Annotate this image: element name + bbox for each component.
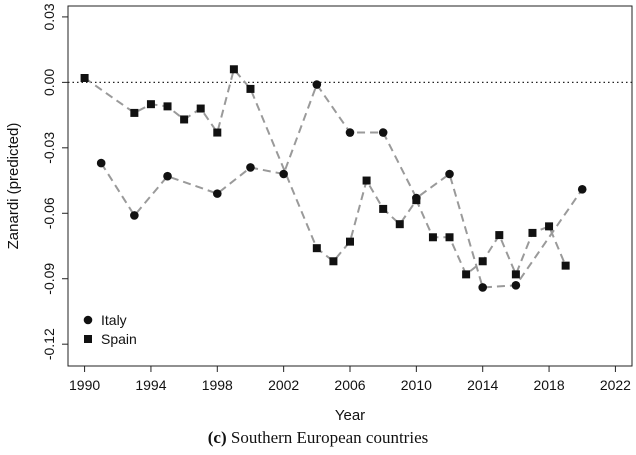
spain-point [180, 115, 189, 124]
spain-point [80, 74, 89, 82]
spain-point [246, 84, 255, 93]
italy-point [445, 169, 454, 179]
x-tick-label: 1998 [202, 377, 233, 393]
spain-series-line [84, 67, 567, 278]
legend: Italy Spain [83, 312, 137, 347]
spain-point [528, 228, 537, 237]
y-tick-label: 0.03 [41, 3, 57, 30]
spain-point [545, 222, 554, 231]
y-tick-label: -0.12 [41, 328, 57, 360]
spain-point [495, 231, 504, 240]
italy-point [212, 189, 222, 198]
x-tick-label: 1994 [135, 377, 166, 393]
spain-point [329, 257, 338, 266]
spain-point [412, 196, 421, 205]
italy-series-line [100, 82, 584, 289]
spain-point [395, 220, 404, 229]
spain-point [561, 261, 570, 270]
x-tick-label: 2022 [600, 377, 631, 393]
y-tick-label: -0.03 [41, 132, 57, 164]
x-tick-label: 2006 [334, 377, 365, 393]
italy-point [577, 184, 587, 194]
y-tick-label: -0.09 [41, 263, 57, 295]
spain-point [428, 233, 437, 242]
legend-marker-italy [83, 315, 93, 325]
caption-label: (c) [207, 428, 227, 447]
legend-marker-spain [84, 335, 92, 343]
spain-point [379, 204, 388, 213]
spain-point [462, 270, 471, 279]
y-axis-label: Zanardi (predicted) [5, 123, 22, 250]
x-tick-label: 2018 [533, 377, 564, 393]
legend-label-italy: Italy [101, 312, 127, 328]
spain-point [213, 128, 222, 137]
x-tick-label: 2002 [268, 377, 299, 393]
x-axis-label: Year [335, 407, 365, 424]
italy-point [163, 171, 172, 181]
spain-point [163, 102, 172, 111]
spain-point [346, 237, 354, 246]
italy-point [96, 158, 106, 168]
italy-point [130, 211, 139, 220]
x-tick-label: 2010 [401, 377, 432, 393]
italy-point [279, 169, 288, 179]
spain-point [511, 270, 520, 279]
italy-point [312, 80, 322, 89]
spain-point [196, 104, 205, 113]
y-tick-label: -0.06 [41, 197, 57, 229]
italy-point [246, 163, 255, 172]
spain-point [478, 257, 487, 266]
x-tick-label: 2014 [467, 377, 498, 393]
spain-point [445, 233, 454, 242]
x-tick-label: 1990 [69, 377, 100, 393]
italy-point [511, 280, 521, 290]
plot-frame [67, 5, 633, 367]
italy-point [345, 128, 355, 137]
spain-point [130, 108, 139, 117]
legend-label-spain: Spain [101, 331, 137, 347]
spain-point [362, 176, 371, 185]
figure-caption: (c) Southern European countries [0, 428, 636, 448]
italy-point [478, 283, 488, 292]
caption-text: Southern European countries [230, 428, 429, 447]
spain-point [312, 244, 321, 253]
spain-point [146, 100, 155, 109]
italy-point [378, 128, 388, 137]
spain-point [229, 65, 238, 74]
y-tick-label: 0.00 [41, 69, 57, 96]
